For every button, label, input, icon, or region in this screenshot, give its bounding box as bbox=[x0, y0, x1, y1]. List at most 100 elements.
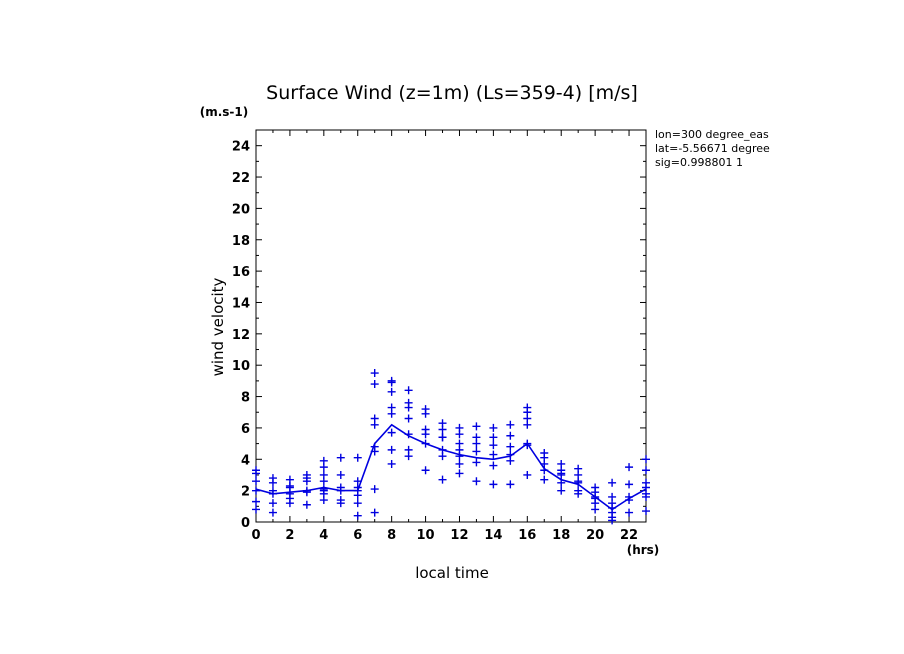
data-point bbox=[506, 456, 515, 465]
data-point bbox=[523, 441, 532, 450]
data-point bbox=[455, 469, 464, 478]
data-point bbox=[302, 477, 311, 486]
data-point bbox=[268, 508, 277, 517]
x-axis-label: local time bbox=[415, 564, 489, 582]
data-point bbox=[319, 463, 328, 472]
data-point bbox=[404, 430, 413, 439]
y-tick-label: 16 bbox=[232, 265, 250, 280]
y-tick-label: 12 bbox=[232, 328, 250, 343]
data-point bbox=[625, 508, 634, 517]
y-tick-label: 4 bbox=[241, 453, 250, 468]
data-point bbox=[540, 475, 549, 484]
data-point bbox=[625, 496, 634, 505]
data-point bbox=[370, 420, 379, 429]
data-point bbox=[472, 447, 481, 456]
data-point bbox=[268, 499, 277, 508]
data-point bbox=[353, 511, 362, 520]
data-point bbox=[370, 369, 379, 378]
data-point bbox=[438, 452, 447, 461]
mean-line bbox=[255, 423, 647, 511]
data-point bbox=[506, 431, 515, 440]
data-point bbox=[642, 492, 650, 501]
data-point bbox=[370, 380, 379, 389]
data-point bbox=[625, 463, 634, 472]
data-point bbox=[319, 477, 328, 486]
x-tick-label: 2 bbox=[285, 528, 294, 543]
data-point bbox=[489, 461, 498, 470]
data-point bbox=[455, 459, 464, 468]
data-point bbox=[252, 497, 260, 506]
data-point bbox=[370, 508, 379, 517]
data-point bbox=[540, 466, 549, 475]
info-block: lon=300 degree_eas lat=-5.56671 degree s… bbox=[655, 128, 770, 169]
data-point bbox=[421, 466, 430, 475]
y-tick-label: 0 bbox=[241, 516, 250, 531]
data-point bbox=[353, 453, 362, 462]
chart-title: Surface Wind (z=1m) (Ls=359-4) [m/s] bbox=[266, 82, 638, 104]
y-axis-label: wind velocity bbox=[209, 277, 227, 376]
x-tick-label: 12 bbox=[450, 528, 468, 543]
y-tick-label: 18 bbox=[232, 234, 250, 249]
x-unit-label: (hrs) bbox=[627, 543, 660, 557]
data-point bbox=[642, 455, 650, 464]
data-point bbox=[370, 447, 379, 456]
data-point bbox=[336, 486, 345, 495]
y-tick-label: 8 bbox=[241, 391, 250, 406]
data-point bbox=[387, 459, 396, 468]
y-tick-label: 10 bbox=[232, 359, 250, 374]
data-point bbox=[557, 486, 566, 495]
data-point bbox=[252, 486, 260, 495]
data-point bbox=[302, 500, 311, 509]
x-tick-label: 14 bbox=[484, 528, 502, 543]
data-point bbox=[268, 489, 277, 498]
data-point bbox=[438, 433, 447, 442]
data-point bbox=[523, 470, 532, 479]
data-point bbox=[404, 452, 413, 461]
data-point bbox=[387, 428, 396, 437]
x-tick-label: 22 bbox=[620, 528, 638, 543]
y-tick-label: 20 bbox=[232, 202, 250, 217]
data-point bbox=[506, 420, 515, 429]
x-tick-label: 20 bbox=[586, 528, 604, 543]
info-lat: lat=-5.56671 degree bbox=[655, 142, 770, 155]
x-tick-label: 6 bbox=[353, 528, 362, 543]
data-point bbox=[574, 478, 583, 487]
data-point bbox=[455, 452, 464, 461]
data-point bbox=[557, 478, 566, 487]
data-point bbox=[370, 485, 379, 494]
data-point bbox=[472, 439, 481, 448]
y-tick-label: 24 bbox=[232, 140, 250, 155]
data-point bbox=[353, 499, 362, 508]
data-point bbox=[472, 477, 481, 486]
x-tick-label: 0 bbox=[251, 528, 260, 543]
series bbox=[252, 369, 650, 525]
data-point bbox=[387, 445, 396, 454]
data-point bbox=[252, 477, 260, 486]
data-point bbox=[523, 420, 532, 429]
data-point bbox=[404, 414, 413, 423]
data-point bbox=[438, 475, 447, 484]
data-point bbox=[506, 442, 515, 451]
data-point bbox=[285, 499, 294, 508]
data-point bbox=[489, 441, 498, 450]
data-point bbox=[353, 491, 362, 500]
data-point bbox=[642, 466, 650, 475]
y-tick-label: 14 bbox=[232, 296, 250, 311]
data-point bbox=[642, 507, 650, 516]
data-point bbox=[421, 409, 430, 418]
data-point bbox=[472, 458, 481, 467]
data-point bbox=[591, 505, 600, 514]
data-point bbox=[319, 496, 328, 505]
y-tick-label: 22 bbox=[232, 171, 250, 186]
y-unit-label: (m.s-1) bbox=[200, 105, 249, 119]
y-tick-label: 6 bbox=[241, 422, 250, 437]
data-point bbox=[625, 480, 634, 489]
info-sig: sig=0.998801 1 bbox=[655, 156, 743, 169]
data-point bbox=[608, 516, 617, 525]
data-point bbox=[404, 403, 413, 412]
x-tick-label: 4 bbox=[319, 528, 328, 543]
data-point bbox=[489, 480, 498, 489]
x-tick-label: 18 bbox=[552, 528, 570, 543]
data-point bbox=[608, 478, 617, 487]
